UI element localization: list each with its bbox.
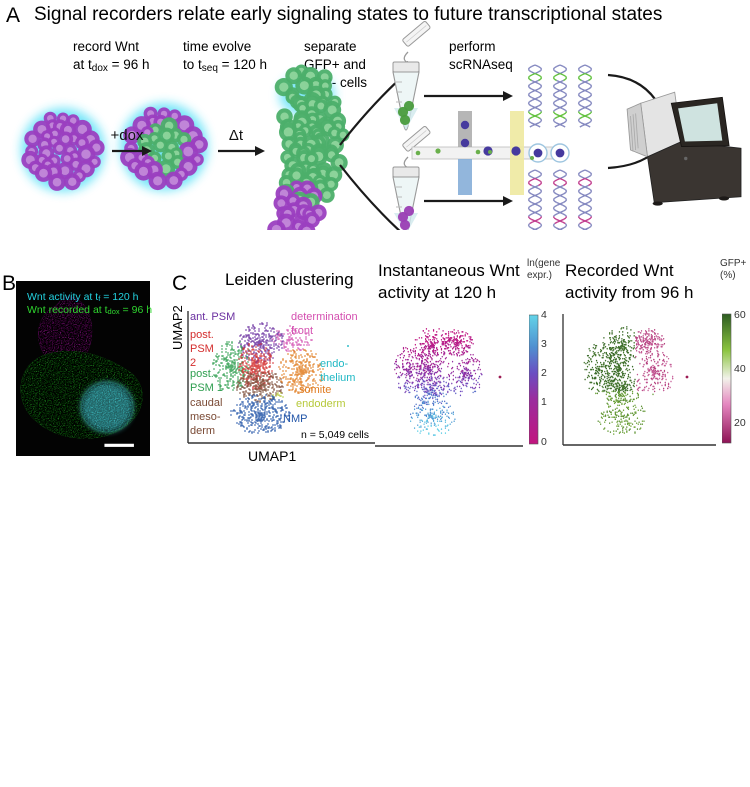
svg-text:Δt: Δt [229, 127, 244, 144]
svg-text:+dox: +dox [111, 127, 144, 144]
